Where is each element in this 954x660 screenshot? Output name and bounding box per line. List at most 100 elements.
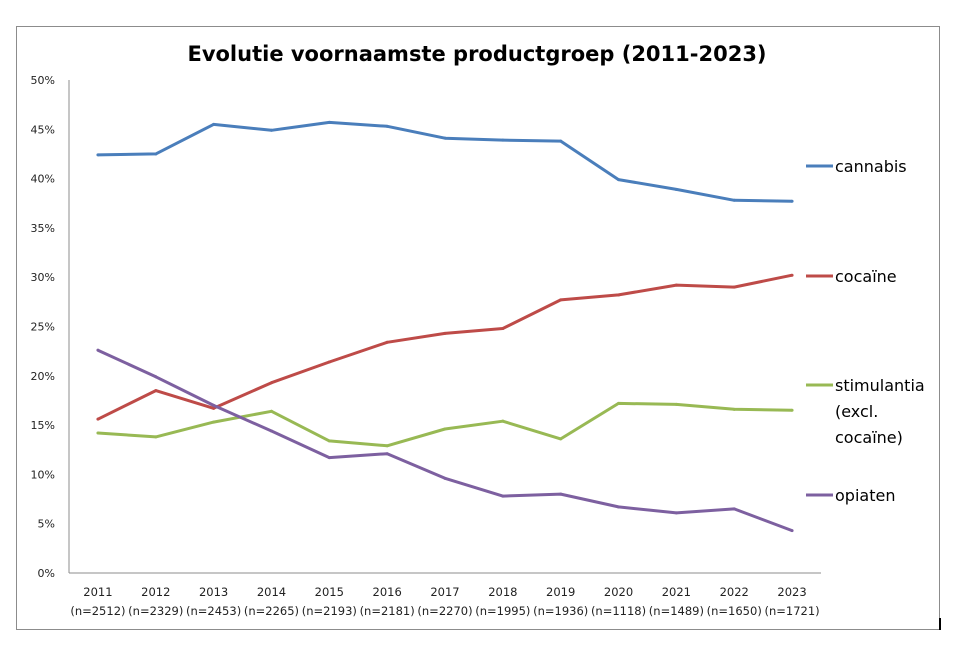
data-point-cannabis — [327, 120, 331, 124]
x-tick-label: 2017 — [430, 585, 459, 599]
x-tick-count-label: (n=2270) — [417, 604, 472, 618]
data-point-stimulantia — [96, 431, 100, 435]
legend-label: cannabis — [835, 157, 907, 176]
x-tick-label: 2020 — [604, 585, 633, 599]
data-point-cocaine — [443, 331, 447, 335]
chart-title: Evolutie voornaamste productgroep (2011-… — [187, 42, 766, 66]
data-point-opiaten — [674, 511, 678, 515]
data-point-cocaine — [96, 417, 100, 421]
y-tick-label: 35% — [31, 222, 55, 235]
data-point-opiaten — [732, 507, 736, 511]
corner-mark — [939, 618, 941, 630]
data-point-opiaten — [96, 348, 100, 352]
x-tick-count-label: (n=1936) — [533, 604, 588, 618]
legend-label: (excl. — [835, 402, 878, 421]
data-point-opiaten — [443, 476, 447, 480]
x-tick-count-label: (n=1995) — [475, 604, 530, 618]
data-point-cannabis — [790, 199, 794, 203]
legend-label: cocaïne) — [835, 428, 903, 447]
x-tick-label: 2022 — [720, 585, 749, 599]
data-point-stimulantia — [559, 437, 563, 441]
series-line-cocaine — [97, 273, 793, 421]
x-tick-count-label: (n=2512) — [70, 604, 125, 618]
series-lines — [96, 120, 794, 533]
data-point-opiaten — [327, 456, 331, 460]
y-tick-label: 15% — [31, 419, 55, 432]
y-tick-label: 5% — [38, 518, 55, 531]
data-point-cannabis — [674, 187, 678, 191]
data-point-opiaten — [154, 375, 158, 379]
legend-item-cannabis: cannabis — [806, 157, 907, 176]
x-tick-label: 2016 — [373, 585, 402, 599]
x-tick-label: 2021 — [662, 585, 691, 599]
legend-label: opiaten — [835, 486, 895, 505]
data-point-stimulantia — [674, 402, 678, 406]
data-point-cocaine — [154, 389, 158, 393]
data-point-opiaten — [617, 505, 621, 509]
data-point-opiaten — [790, 529, 794, 533]
data-point-cocaine — [327, 360, 331, 364]
data-point-cannabis — [212, 122, 216, 126]
data-point-stimulantia — [732, 407, 736, 411]
x-tick-count-label: (n=1721) — [764, 604, 819, 618]
legend-label: cocaïne — [835, 267, 897, 286]
data-point-opiaten — [212, 403, 216, 407]
data-point-stimulantia — [501, 419, 505, 423]
y-tick-label: 0% — [38, 567, 55, 580]
data-point-cannabis — [96, 153, 100, 157]
y-tick-label: 30% — [31, 271, 55, 284]
x-tick-count-label: (n=2329) — [128, 604, 183, 618]
legend-label: stimulantia — [835, 376, 925, 395]
data-point-stimulantia — [385, 444, 389, 448]
data-point-cannabis — [617, 178, 621, 182]
data-point-opiaten — [385, 452, 389, 456]
data-point-stimulantia — [443, 427, 447, 431]
x-tick-label: 2023 — [777, 585, 806, 599]
data-point-cocaine — [501, 326, 505, 330]
axes — [68, 80, 821, 574]
data-point-cannabis — [732, 198, 736, 202]
x-tick-label: 2011 — [83, 585, 112, 599]
y-axis-ticks: 0% 5% 10% 15% 20% 25% 30% 35% 40% 45% 50% — [31, 74, 55, 580]
data-point-cocaine — [269, 381, 273, 385]
legend-item-stimulantia: stimulantia (excl. cocaïne) — [806, 376, 925, 447]
series-line-opiaten — [97, 348, 793, 533]
data-point-cocaine — [790, 273, 794, 277]
data-point-stimulantia — [327, 439, 331, 443]
data-point-cocaine — [559, 298, 563, 302]
data-point-cannabis — [269, 128, 273, 132]
x-tick-count-label: (n=1489) — [649, 604, 704, 618]
x-tick-count-label: (n=2453) — [186, 604, 241, 618]
data-point-cocaine — [617, 293, 621, 297]
data-point-cannabis — [443, 136, 447, 140]
legend-item-cocaine: cocaïne — [806, 267, 897, 286]
x-tick-count-label: (n=2193) — [302, 604, 357, 618]
data-point-cannabis — [154, 152, 158, 156]
x-tick-label: 2012 — [141, 585, 170, 599]
data-point-cocaine — [385, 340, 389, 344]
data-point-cannabis — [385, 124, 389, 128]
data-point-opiaten — [501, 494, 505, 498]
y-tick-label: 20% — [31, 370, 55, 383]
y-tick-label: 40% — [31, 173, 55, 186]
x-tick-count-label: (n=1650) — [707, 604, 762, 618]
x-tick-label: 2014 — [257, 585, 286, 599]
data-point-cocaine — [732, 285, 736, 289]
series-line-stimulantia — [97, 401, 793, 448]
data-point-stimulantia — [269, 409, 273, 413]
data-point-cocaine — [674, 283, 678, 287]
x-tick-label: 2019 — [546, 585, 575, 599]
x-tick-count-label: (n=2265) — [244, 604, 299, 618]
data-point-stimulantia — [790, 408, 794, 412]
x-tick-label: 2013 — [199, 585, 228, 599]
y-tick-label: 50% — [31, 74, 55, 87]
data-point-stimulantia — [154, 435, 158, 439]
x-tick-count-label: (n=2181) — [360, 604, 415, 618]
data-point-opiaten — [559, 492, 563, 496]
data-point-opiaten — [269, 429, 273, 433]
legend-item-opiaten: opiaten — [806, 486, 895, 505]
data-point-cannabis — [501, 138, 505, 142]
y-tick-label: 25% — [31, 321, 55, 334]
data-point-cocaine — [212, 406, 216, 410]
